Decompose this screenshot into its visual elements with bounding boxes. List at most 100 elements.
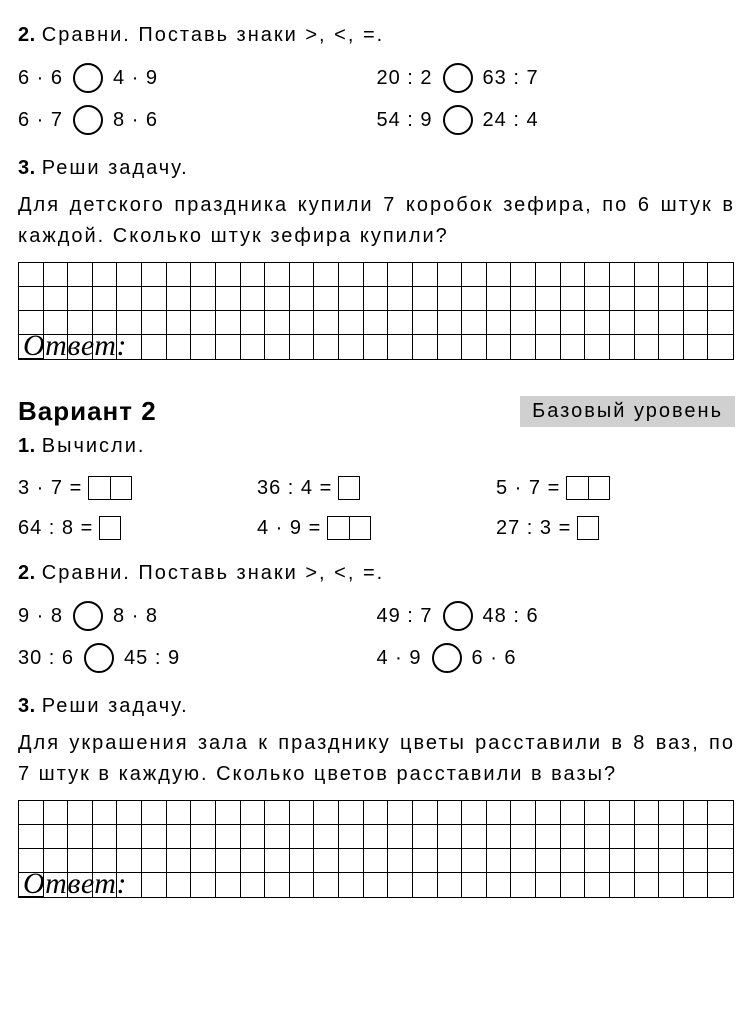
grid-cell[interactable] — [68, 287, 93, 311]
grid-cell[interactable] — [659, 335, 684, 359]
grid-cell[interactable] — [561, 335, 586, 359]
grid-cell[interactable] — [314, 287, 339, 311]
grid-cell[interactable] — [487, 287, 512, 311]
grid-cell[interactable] — [68, 825, 93, 849]
grid-cell[interactable] — [364, 311, 389, 335]
grid-cell[interactable] — [191, 287, 216, 311]
grid-cell[interactable] — [19, 825, 44, 849]
grid-cell[interactable] — [438, 825, 463, 849]
grid-cell[interactable] — [585, 335, 610, 359]
grid-cell[interactable] — [339, 801, 364, 825]
grid-cell[interactable] — [684, 801, 709, 825]
grid-cell[interactable] — [487, 873, 512, 897]
grid-cell[interactable] — [487, 825, 512, 849]
grid-cell[interactable] — [216, 287, 241, 311]
grid-cell[interactable] — [635, 825, 660, 849]
grid-cell[interactable] — [684, 335, 709, 359]
grid-cell[interactable] — [290, 263, 315, 287]
grid-cell[interactable] — [536, 873, 561, 897]
grid-cell[interactable] — [241, 801, 266, 825]
grid-cell[interactable] — [142, 849, 167, 873]
grid-cell[interactable] — [462, 311, 487, 335]
answer-grid-3a[interactable]: Ответ: — [18, 262, 734, 360]
grid-cell[interactable] — [684, 263, 709, 287]
grid-cell[interactable] — [684, 825, 709, 849]
grid-cell[interactable] — [585, 873, 610, 897]
grid-cell[interactable] — [142, 825, 167, 849]
grid-cell[interactable] — [536, 335, 561, 359]
grid-cell[interactable] — [44, 801, 69, 825]
grid-cell[interactable] — [388, 873, 413, 897]
grid-cell[interactable] — [585, 311, 610, 335]
grid-cell[interactable] — [462, 287, 487, 311]
grid-cell[interactable] — [142, 801, 167, 825]
grid-cell[interactable] — [265, 849, 290, 873]
grid-cell[interactable] — [339, 263, 364, 287]
grid-cell[interactable] — [167, 873, 192, 897]
grid-cell[interactable] — [339, 311, 364, 335]
grid-cell[interactable] — [339, 849, 364, 873]
grid-cell[interactable] — [314, 873, 339, 897]
grid-cell[interactable] — [438, 263, 463, 287]
grid-cell[interactable] — [290, 801, 315, 825]
grid-cell[interactable] — [708, 801, 733, 825]
grid-cell[interactable] — [536, 263, 561, 287]
compare-circle[interactable] — [84, 643, 114, 673]
grid-cell[interactable] — [191, 263, 216, 287]
grid-cell[interactable] — [635, 801, 660, 825]
grid-cell[interactable] — [585, 287, 610, 311]
grid-cell[interactable] — [413, 287, 438, 311]
grid-cell[interactable] — [536, 287, 561, 311]
grid-cell[interactable] — [19, 801, 44, 825]
grid-cell[interactable] — [241, 873, 266, 897]
compare-circle[interactable] — [432, 643, 462, 673]
grid-cell[interactable] — [561, 287, 586, 311]
grid-cell[interactable] — [216, 873, 241, 897]
grid-cell[interactable] — [511, 287, 536, 311]
grid-cell[interactable] — [511, 335, 536, 359]
grid-cell[interactable] — [635, 287, 660, 311]
grid-cell[interactable] — [610, 287, 635, 311]
grid-cell[interactable] — [610, 311, 635, 335]
grid-cell[interactable] — [142, 873, 167, 897]
grid-cell[interactable] — [167, 335, 192, 359]
grid-cell[interactable] — [462, 335, 487, 359]
grid-cell[interactable] — [610, 849, 635, 873]
answer-grid-3b[interactable]: Ответ: — [18, 800, 734, 898]
grid-cell[interactable] — [561, 801, 586, 825]
grid-cell[interactable] — [659, 873, 684, 897]
grid-cell[interactable] — [511, 873, 536, 897]
grid-cell[interactable] — [659, 311, 684, 335]
grid-cell[interactable] — [265, 873, 290, 897]
grid-cell[interactable] — [413, 311, 438, 335]
grid-cell[interactable] — [265, 335, 290, 359]
answer-box[interactable] — [338, 476, 360, 500]
grid-cell[interactable] — [413, 873, 438, 897]
grid-cell[interactable] — [462, 849, 487, 873]
grid-cell[interactable] — [191, 873, 216, 897]
grid-cell[interactable] — [413, 263, 438, 287]
grid-cell[interactable] — [265, 311, 290, 335]
grid-cell[interactable] — [191, 335, 216, 359]
grid-cell[interactable] — [314, 311, 339, 335]
grid-cell[interactable] — [216, 849, 241, 873]
grid-cell[interactable] — [216, 263, 241, 287]
grid-cell[interactable] — [659, 801, 684, 825]
grid-cell[interactable] — [388, 263, 413, 287]
grid-cell[interactable] — [191, 311, 216, 335]
grid-cell[interactable] — [19, 263, 44, 287]
answer-box[interactable] — [327, 516, 371, 540]
grid-cell[interactable] — [511, 311, 536, 335]
grid-cell[interactable] — [241, 825, 266, 849]
grid-cell[interactable] — [585, 825, 610, 849]
grid-cell[interactable] — [93, 825, 118, 849]
grid-cell[interactable] — [290, 287, 315, 311]
grid-cell[interactable] — [536, 849, 561, 873]
grid-cell[interactable] — [585, 263, 610, 287]
grid-cell[interactable] — [117, 801, 142, 825]
grid-cell[interactable] — [142, 311, 167, 335]
grid-cell[interactable] — [339, 825, 364, 849]
grid-cell[interactable] — [487, 335, 512, 359]
grid-cell[interactable] — [142, 263, 167, 287]
grid-cell[interactable] — [19, 287, 44, 311]
